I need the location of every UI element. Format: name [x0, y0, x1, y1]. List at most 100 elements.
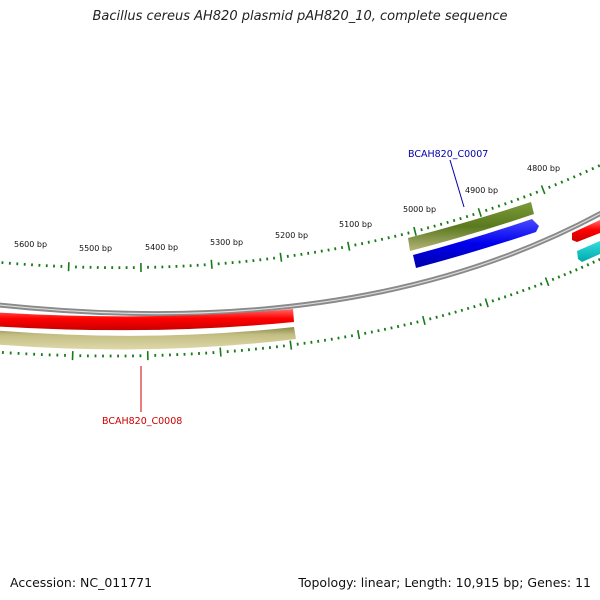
- minor-tick: [560, 180, 564, 184]
- gene-blue-arrow: [413, 219, 539, 268]
- minor-tick: [579, 172, 582, 176]
- minor-tick: [580, 265, 584, 269]
- major-tick: [219, 347, 222, 357]
- major-tick: [422, 315, 426, 325]
- major-tick: [540, 185, 546, 195]
- minor-tick: [460, 308, 464, 312]
- minor-tick: [400, 233, 404, 237]
- minor-tick: [522, 195, 526, 199]
- minor-tick: [429, 317, 432, 321]
- gene-red-left: [0, 309, 294, 331]
- minor-tick: [484, 208, 488, 212]
- minor-tick: [533, 284, 537, 288]
- minor-tick: [497, 204, 501, 208]
- major-tick: [279, 252, 283, 262]
- minor-tick: [340, 246, 344, 250]
- scale-label: 5500 bp: [79, 244, 112, 253]
- minor-tick: [441, 313, 445, 318]
- major-tick: [347, 241, 351, 251]
- gene-label-c0008[interactable]: BCAH820_C0008: [102, 416, 182, 427]
- minor-tick: [566, 177, 570, 182]
- minor-tick: [535, 190, 539, 194]
- minor-tick: [466, 306, 470, 311]
- minor-tick: [377, 329, 380, 333]
- minor-tick: [521, 288, 525, 293]
- outer-scale-ticks: [1, 164, 600, 273]
- minor-tick: [383, 327, 387, 331]
- minor-tick: [370, 330, 373, 334]
- minor-tick: [491, 299, 495, 303]
- gene-label-c0007[interactable]: BCAH820_C0007: [408, 149, 488, 160]
- minor-tick: [592, 260, 596, 264]
- major-tick: [484, 298, 489, 308]
- minor-tick: [497, 297, 501, 301]
- minor-tick: [435, 315, 438, 319]
- minor-tick: [473, 305, 476, 309]
- minor-tick: [330, 337, 333, 341]
- scale-label: 5300 bp: [210, 238, 243, 247]
- map-title: Bacillus cereus AH820 plasmid pAH820_10,…: [92, 9, 508, 24]
- major-tick: [289, 340, 293, 350]
- minor-tick: [569, 270, 572, 274]
- minor-tick: [465, 214, 469, 219]
- minor-tick: [367, 240, 370, 244]
- minor-tick: [572, 175, 576, 179]
- minor-tick: [554, 183, 558, 187]
- callout-line-c0007: [449, 159, 465, 208]
- minor-tick: [563, 273, 567, 277]
- minor-tick: [557, 275, 561, 279]
- minor-tick: [586, 263, 590, 267]
- scale-label: 4900 bp: [465, 186, 498, 195]
- minor-tick: [472, 212, 475, 217]
- minor-tick: [551, 277, 555, 282]
- minor-tick: [387, 236, 390, 240]
- minor-tick: [516, 197, 520, 201]
- minor-tick: [448, 312, 451, 316]
- gene-khaki-left: [0, 327, 296, 350]
- scale-label: 5600 bp: [14, 240, 47, 249]
- minor-tick: [454, 310, 457, 314]
- major-tick: [210, 259, 213, 269]
- major-tick: [413, 226, 417, 236]
- scale-label: 5100 bp: [339, 220, 372, 229]
- summary-text: Topology: linear; Length: 10,915 bp; Gen…: [298, 575, 591, 590]
- scale-label: 5200 bp: [275, 231, 308, 240]
- minor-tick: [479, 303, 482, 307]
- minor-tick: [380, 237, 384, 241]
- scale-label: 5000 bp: [403, 205, 436, 214]
- minor-tick: [327, 248, 330, 252]
- minor-tick: [509, 293, 513, 297]
- minor-tick: [446, 220, 449, 224]
- scale-label: 4800 bp: [527, 164, 560, 173]
- accession-text: Accession: NC_011771: [10, 575, 153, 590]
- minor-tick: [459, 216, 462, 221]
- minor-tick: [539, 282, 543, 286]
- minor-tick: [403, 323, 406, 327]
- minor-tick: [591, 167, 595, 171]
- minor-tick: [390, 326, 393, 330]
- minor-tick: [548, 185, 551, 189]
- minor-tick: [409, 322, 413, 326]
- minor-tick: [503, 295, 507, 299]
- minor-tick: [407, 231, 410, 235]
- minor-tick: [452, 218, 456, 223]
- minor-tick: [344, 335, 347, 339]
- major-tick: [357, 329, 361, 340]
- gene-cyan-fragment: [577, 241, 600, 262]
- minor-tick: [416, 320, 419, 324]
- inner-scale-ticks: [1, 258, 600, 361]
- gene-red-fragment: [572, 220, 600, 242]
- minor-tick: [394, 234, 397, 238]
- minor-tick: [350, 334, 354, 338]
- minor-tick: [433, 224, 436, 228]
- gene-green-right: [408, 202, 534, 251]
- minor-tick: [360, 242, 364, 246]
- major-tick: [544, 277, 550, 287]
- minor-tick: [504, 202, 507, 206]
- minor-tick: [426, 226, 430, 230]
- minor-tick: [515, 291, 519, 295]
- minor-tick: [354, 243, 357, 247]
- minor-tick: [334, 247, 337, 251]
- minor-tick: [364, 331, 367, 335]
